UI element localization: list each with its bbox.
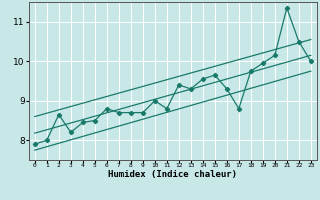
X-axis label: Humidex (Indice chaleur): Humidex (Indice chaleur) <box>108 170 237 179</box>
